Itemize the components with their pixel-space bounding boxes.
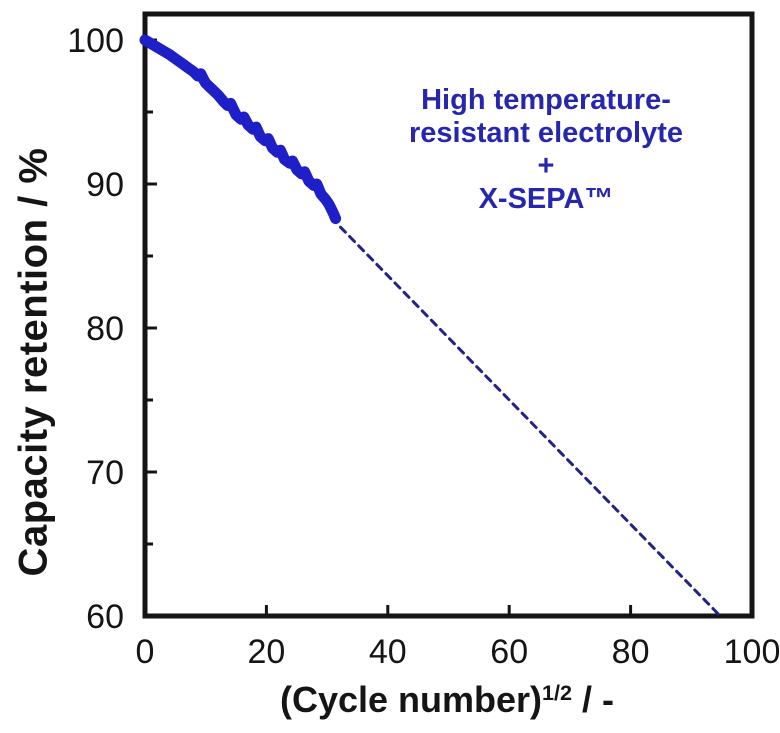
y-tick-label: 80 — [86, 310, 124, 348]
x-tick-label: 40 — [369, 633, 407, 671]
x-axis-title: (Cycle number)1/2 / - — [280, 679, 614, 721]
x-tick-label: 80 — [612, 633, 650, 671]
series-measured-capacity-retention-line — [139, 34, 342, 225]
y-axis-title: Capacity retention / % — [11, 147, 56, 577]
y-tick-label: 60 — [86, 598, 124, 636]
y-tick-label: 100 — [67, 22, 124, 60]
plot-frame — [142, 11, 755, 619]
y-tick-label: 90 — [86, 166, 124, 204]
annotation-line: High temperature- — [421, 84, 671, 116]
annotation-line: resistant electrolyte — [408, 117, 684, 149]
x-axis-title-unit: / - — [572, 679, 615, 720]
annotation: High temperature- resistant electrolyte … — [409, 84, 683, 216]
x-tick-label: 60 — [490, 633, 528, 671]
x-tick-label: 100 — [724, 633, 780, 671]
x-tick-label: 20 — [247, 633, 285, 671]
y-tick-label: 70 — [86, 454, 124, 492]
x-axis-title-exponent: 1/2 — [542, 680, 573, 706]
x-axis-title-text: (Cycle number) — [279, 679, 543, 720]
annotation-product-name: X-SEPA™ — [478, 183, 614, 215]
x-tick-label: 0 — [136, 633, 155, 671]
series-linear-extrapolation-line — [339, 225, 724, 619]
annotation-plus: + — [537, 150, 555, 182]
